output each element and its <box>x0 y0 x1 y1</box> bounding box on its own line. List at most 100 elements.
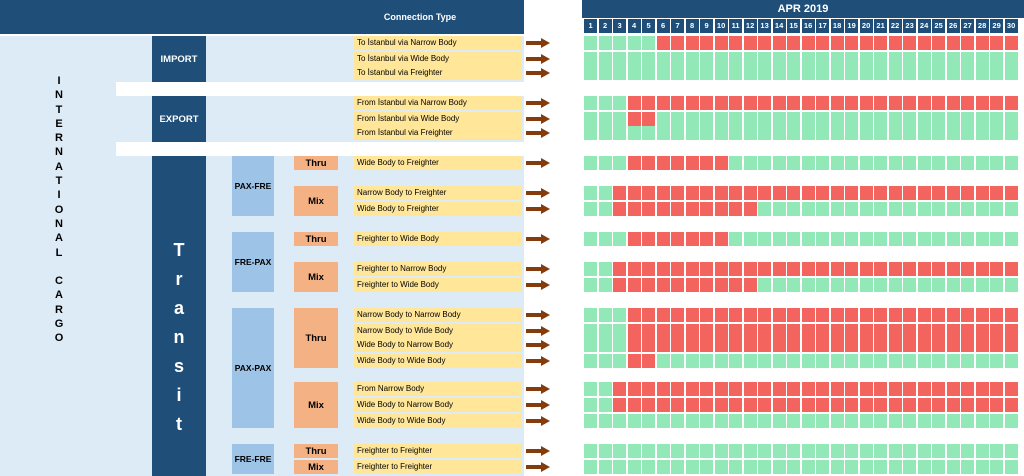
day-cell-inactive <box>1004 232 1018 246</box>
day-cell-inactive <box>845 156 859 170</box>
day-cell-active <box>671 338 685 352</box>
day-cell-active <box>888 36 902 50</box>
day-cell-active <box>816 96 830 110</box>
connection-label: To İstanbul via Narrow Body <box>354 36 522 50</box>
day-cell-inactive <box>888 354 902 368</box>
day-cell-active <box>816 308 830 322</box>
day-cell-inactive <box>787 278 801 292</box>
day-cell-active <box>787 96 801 110</box>
day-cell-inactive <box>613 232 627 246</box>
day-cell-active <box>888 324 902 338</box>
day-cell-inactive <box>975 232 989 246</box>
day-cell-inactive <box>816 354 830 368</box>
day-cell-inactive <box>816 156 830 170</box>
title-letter <box>52 260 66 274</box>
day-cell-inactive <box>743 66 757 80</box>
day-cell-inactive <box>584 382 598 396</box>
day-cell-inactive <box>729 126 743 140</box>
day-cell-active <box>613 202 627 216</box>
day-cell-inactive <box>903 156 917 170</box>
day-cell-active <box>700 202 714 216</box>
day-cell-inactive <box>990 414 1004 428</box>
title-letter: I <box>57 189 61 202</box>
day-cell-inactive <box>613 324 627 338</box>
day-cell-active <box>642 202 656 216</box>
day-cell-inactive <box>714 66 728 80</box>
day-cell-inactive <box>845 278 859 292</box>
day-cell-active <box>874 338 888 352</box>
day-cell-inactive <box>758 354 772 368</box>
day-cell-inactive <box>888 444 902 458</box>
day-cell-active <box>1004 338 1018 352</box>
day-cell-active <box>656 202 670 216</box>
day-cell-active <box>990 262 1004 276</box>
arrow-right-icon <box>526 340 550 350</box>
day-cell-active <box>845 398 859 412</box>
day-cell-active <box>613 262 627 276</box>
day-cell-active <box>627 382 641 396</box>
day-cell-inactive <box>1004 414 1018 428</box>
connection-label: Wide Body to Narrow Body <box>354 338 522 352</box>
day-cell-inactive <box>975 52 989 66</box>
day-cell-inactive <box>975 126 989 140</box>
connection-label: From İstanbul via Wide Body <box>354 112 522 126</box>
day-cell-inactive <box>975 444 989 458</box>
transit-section <box>152 156 206 476</box>
day-cell-inactive <box>816 66 830 80</box>
mix-tag: Mix <box>294 382 338 428</box>
day-cell-inactive <box>743 460 757 474</box>
day-cell-inactive <box>584 66 598 80</box>
day-cell-inactive <box>801 354 815 368</box>
day-cell-inactive <box>627 52 641 66</box>
arrow-right-icon <box>526 416 550 426</box>
day-cell-inactive <box>729 156 743 170</box>
calendar-day: 16 <box>801 19 815 33</box>
day-cell-active <box>772 308 786 322</box>
title-letter: N <box>55 89 63 102</box>
day-cell-inactive <box>743 112 757 126</box>
day-cell-active <box>714 36 728 50</box>
day-cell-active <box>642 382 656 396</box>
day-cell-active <box>671 262 685 276</box>
day-cell-inactive <box>700 112 714 126</box>
day-cell-inactive <box>598 112 612 126</box>
arrow-right-icon <box>526 114 550 124</box>
transit-letter: t <box>176 414 182 434</box>
day-cell-active <box>656 308 670 322</box>
arrow-right-icon <box>526 310 550 320</box>
day-cell-inactive <box>584 278 598 292</box>
day-cell-active <box>627 308 641 322</box>
day-cell-inactive <box>671 444 685 458</box>
day-cell-active <box>990 324 1004 338</box>
calendar-day: 23 <box>903 19 917 33</box>
day-cell-inactive <box>729 66 743 80</box>
calendar-day: 27 <box>961 19 975 33</box>
day-cell-active <box>874 308 888 322</box>
day-cell-active <box>816 338 830 352</box>
day-cell-active <box>1004 186 1018 200</box>
day-cell-active <box>627 338 641 352</box>
day-cell-inactive <box>642 36 656 50</box>
day-cell-active <box>859 382 873 396</box>
day-cell-inactive <box>656 52 670 66</box>
day-cell-inactive <box>598 66 612 80</box>
day-cell-inactive <box>830 460 844 474</box>
day-cell-inactive <box>888 66 902 80</box>
day-cell-active <box>758 262 772 276</box>
day-cell-active <box>787 308 801 322</box>
day-cell-active <box>874 382 888 396</box>
day-cell-inactive <box>859 444 873 458</box>
day-cell-active <box>816 262 830 276</box>
calendar-day: 2 <box>598 19 612 33</box>
day-cell-inactive <box>874 444 888 458</box>
title-letter: L <box>55 246 63 259</box>
day-cell-active <box>830 186 844 200</box>
day-cell-inactive <box>787 354 801 368</box>
mix-tag: Mix <box>294 262 338 292</box>
day-cell-active <box>975 324 989 338</box>
day-cell-active <box>888 338 902 352</box>
day-cell-inactive <box>990 52 1004 66</box>
day-cell-inactive <box>801 66 815 80</box>
day-cell-inactive <box>801 414 815 428</box>
day-cell-inactive <box>932 66 946 80</box>
